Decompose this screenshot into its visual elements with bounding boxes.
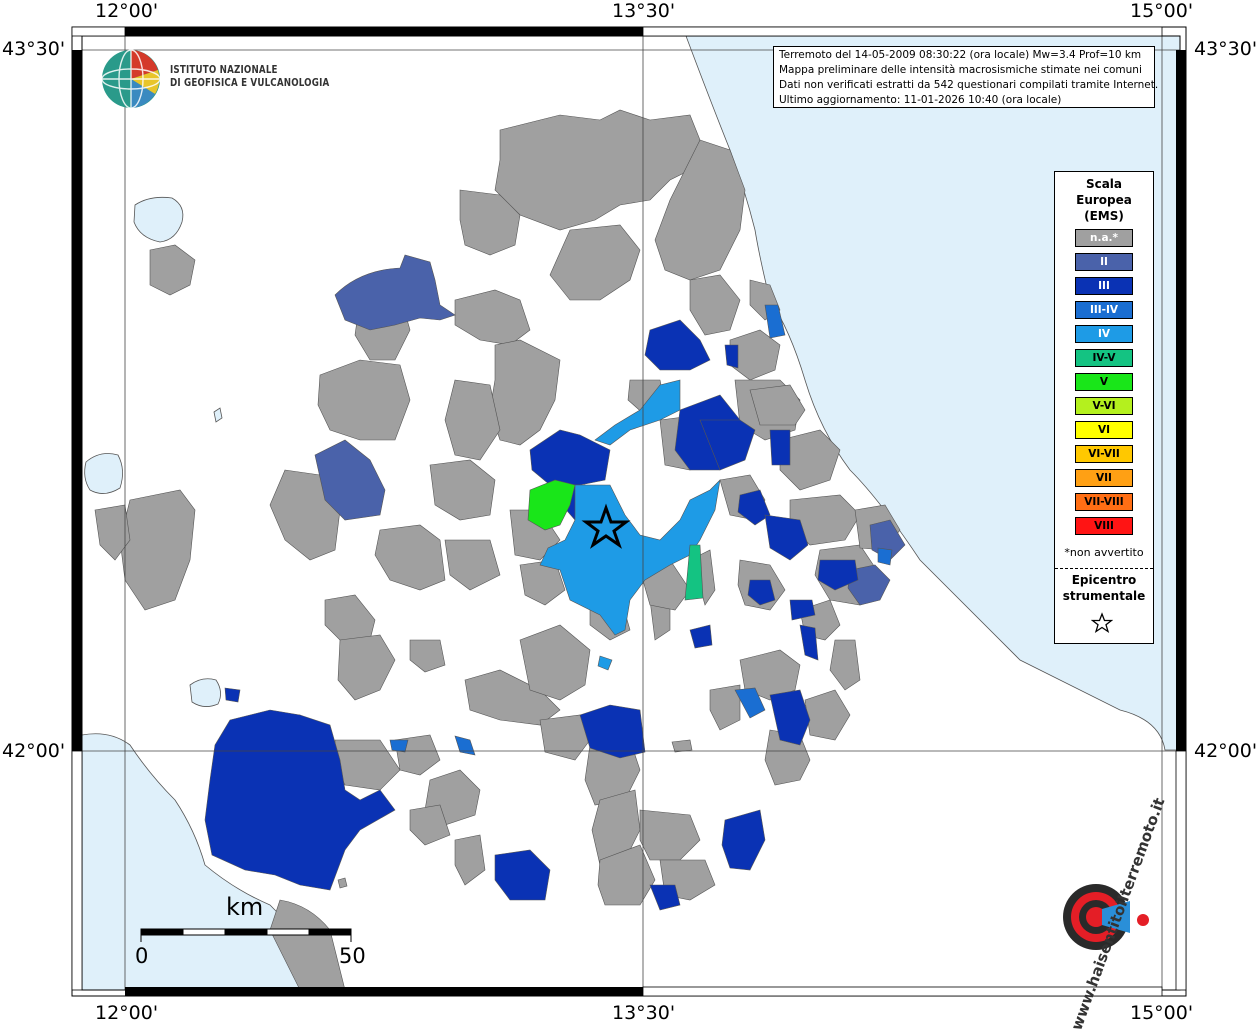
intensity-III-IV-municipalities (389, 304, 893, 756)
legend-epicenter-label: Epicentro strumentale (1055, 572, 1153, 604)
legend-item: V (1075, 373, 1133, 391)
intensity-II-municipalities (314, 254, 906, 606)
legend-item: VII-VIII (1075, 493, 1133, 511)
intensity-IV-municipalities (539, 379, 721, 671)
event-info-box: Terremoto del 14-05-2009 08:30:22 (ora l… (773, 46, 1159, 108)
legend-item: IV (1075, 325, 1133, 343)
legend-item: III-IV (1075, 301, 1133, 319)
coord-top-right: 15°00' (1130, 0, 1194, 22)
map-frame (71, 26, 1187, 997)
coordinate-grid (82, 36, 1180, 990)
scale-min: 0 (135, 944, 149, 968)
haisentito-logo: www.haisentitoilterremoto.it (1030, 795, 1170, 1033)
scale-unit: km (226, 893, 264, 921)
intensity-legend: Scala Europea (EMS) n.a.* II III III-IV IV IV… (1054, 171, 1154, 644)
scale-max: 50 (339, 944, 366, 968)
legend-item: II (1075, 253, 1133, 271)
scale-bar (140, 928, 352, 942)
legend-item: VIII (1075, 517, 1133, 535)
epicenter-star-icon (581, 503, 631, 549)
coord-top-left: 12°00' (95, 0, 159, 22)
info-line3: Dati non verificati estratti da 542 ques… (779, 79, 1159, 91)
institution-line1: ISTITUTO NAZIONALE (170, 64, 278, 76)
institution-line2: DI GEOFISICA E VULCANOLOGIA (170, 77, 330, 89)
coord-bottom-right: 15°00' (1130, 1002, 1194, 1024)
coord-top-center: 13°30' (612, 0, 676, 22)
legend-item: IV-V (1075, 349, 1133, 367)
globe-icon (101, 49, 161, 109)
coord-bottom-center: 13°30' (612, 1002, 676, 1024)
lake-trasimeno (133, 196, 184, 243)
lake-bracciano (189, 678, 221, 707)
legend-item: VI-VII (1075, 445, 1133, 463)
legend-title: Scala Europea (EMS) (1055, 176, 1153, 224)
coord-right-top: 43°30' (1194, 38, 1256, 60)
info-line2: Mappa preliminare delle intensità macros… (779, 64, 1142, 76)
intensity-IV-V-municipalities (684, 544, 704, 601)
legend-epicenter-line1: Epicentro (1071, 573, 1137, 587)
legend-item: V-VI (1075, 397, 1133, 415)
coord-left-top: 43°30' (2, 38, 66, 60)
legend-title-line1: Scala (1085, 177, 1123, 191)
intensity-V-municipalities (527, 479, 576, 531)
legend-note: *non avvertito (1064, 546, 1144, 559)
legend-item: VII (1075, 469, 1133, 487)
haisentito-logo-graphic (1063, 884, 1149, 950)
info-line1: Terremoto del 14-05-2009 08:30:22 (ora l… (779, 49, 1142, 61)
star-icon (1091, 612, 1113, 634)
coord-bottom-left: 12°00' (95, 1002, 159, 1024)
legend-item: III (1075, 277, 1133, 295)
legend-title-line2: Europea (1076, 193, 1132, 207)
lake-bolsena (84, 453, 123, 494)
legend-epicenter-line2: strumentale (1062, 589, 1146, 603)
institution-name: ISTITUTO NAZIONALE DI GEOFISICA E VULCAN… (170, 64, 329, 90)
info-line4: Ultimo aggiornamento: 11-01-2026 10:40 (… (779, 94, 1062, 106)
legend-divider (1055, 568, 1153, 569)
coord-left-bottom: 42°00' (2, 740, 66, 762)
intensity-III-municipalities (204, 319, 859, 911)
ingv-logo (100, 48, 330, 110)
coord-right-bottom: 42°00' (1194, 740, 1256, 762)
legend-item: n.a.* (1075, 229, 1133, 247)
legend-item: VI (1075, 421, 1133, 439)
legend-title-line3: (EMS) (1084, 209, 1124, 223)
